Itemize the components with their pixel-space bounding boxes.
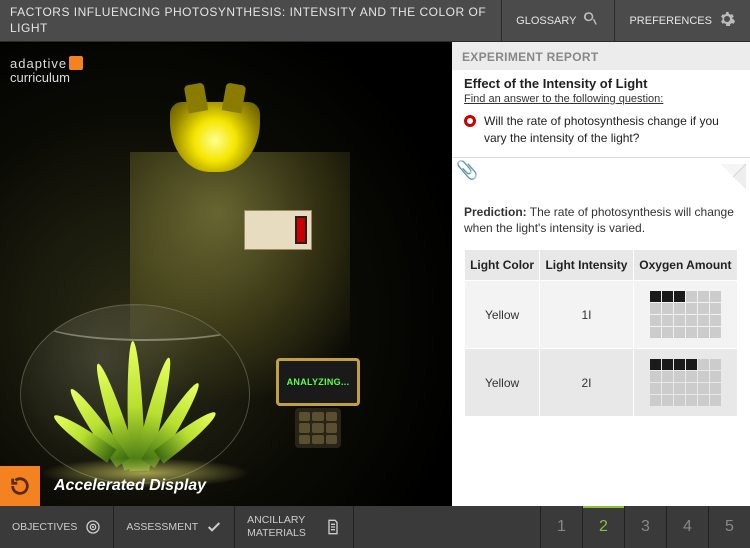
target-icon: [85, 519, 101, 535]
document-icon: [325, 519, 341, 535]
oxygen-grid: [638, 359, 733, 406]
assessment-button[interactable]: ASSESSMENT: [114, 506, 235, 548]
col-light-color: Light Color: [465, 250, 540, 281]
cell-light-color: Yellow: [465, 281, 540, 349]
reload-icon: [9, 475, 31, 497]
logo-line2: curriculum: [10, 71, 83, 85]
question-text: Will the rate of photosynthesis change i…: [484, 113, 738, 147]
main-area: adaptive curriculum 1: [0, 42, 750, 506]
objectives-button[interactable]: OBJECTIVES: [0, 506, 114, 548]
page-nav: 12345: [540, 506, 750, 548]
gear-icon: [718, 10, 736, 31]
analyzer-device: ANALYZING...: [276, 358, 360, 450]
footer-spacer: [354, 506, 540, 548]
check-icon: [206, 519, 222, 535]
cell-light-intensity: 2I: [540, 349, 634, 417]
brand-logo: adaptive curriculum: [10, 56, 83, 86]
table-header-row: Light Color Light Intensity Oxygen Amoun…: [465, 250, 738, 281]
logo-line1: adaptive: [10, 56, 67, 71]
glossary-label: GLOSSARY: [516, 15, 576, 27]
report-paper: 📎 Prediction: The rate of photosynthesis…: [452, 158, 750, 506]
accelerated-label: Accelerated Display: [54, 477, 206, 495]
report-header: EXPERIMENT REPORT: [452, 42, 750, 70]
wall-panel: 1: [244, 210, 312, 250]
experiment-scene: adaptive curriculum 1: [0, 42, 452, 506]
cell-oxygen-amount: [633, 281, 737, 349]
page-title: FACTORS INFLUENCING PHOTOSYNTHESIS: INTE…: [0, 1, 501, 40]
preferences-label: PREFERENCES: [629, 15, 712, 27]
find-answer-link[interactable]: Find an answer to the following question…: [464, 93, 663, 105]
table-body: Yellow1IYellow2I: [465, 281, 738, 417]
question-row: Will the rate of photosynthesis change i…: [464, 113, 738, 147]
page-cell-4[interactable]: 4: [666, 506, 708, 548]
logo-badge-icon: [69, 56, 83, 70]
device-status-text: ANALYZING...: [287, 377, 350, 387]
report-intro: Effect of the Intensity of Light Find an…: [452, 70, 750, 158]
preferences-button[interactable]: PREFERENCES: [614, 0, 750, 41]
device-keypad: [295, 408, 341, 448]
reload-button[interactable]: [0, 466, 40, 506]
app-root: FACTORS INFLUENCING PHOTOSYNTHESIS: INTE…: [0, 0, 750, 548]
ancillary-button[interactable]: ANCILLARY MATERIALS: [235, 506, 354, 548]
prediction-label: Prediction:: [464, 205, 527, 219]
ancillary-label: ANCILLARY MATERIALS: [247, 514, 317, 539]
objectives-label: OBJECTIVES: [12, 521, 77, 533]
page-cell-2[interactable]: 2: [582, 506, 624, 548]
glossary-icon: [582, 10, 600, 31]
bowl-glass: [20, 304, 250, 484]
fish-bowl: [10, 284, 260, 484]
cell-oxygen-amount: [633, 349, 737, 417]
page-fold-icon: [720, 164, 746, 190]
panel-indicator: [295, 216, 307, 244]
assessment-label: ASSESSMENT: [126, 521, 198, 533]
prediction-paragraph: Prediction: The rate of photosynthesis w…: [464, 204, 738, 238]
col-oxygen-amount: Oxygen Amount: [633, 250, 737, 281]
cell-light-color: Yellow: [465, 349, 540, 417]
footer-bar: OBJECTIVES ASSESSMENT ANCILLARY MATERIAL…: [0, 506, 750, 548]
question-bullet-icon: [464, 115, 476, 127]
cell-light-intensity: 1I: [540, 281, 634, 349]
page-cell-1[interactable]: 1: [540, 506, 582, 548]
report-panel: EXPERIMENT REPORT Effect of the Intensit…: [452, 42, 750, 506]
col-light-intensity: Light Intensity: [540, 250, 634, 281]
aquatic-plant: [65, 331, 205, 471]
header-bar: FACTORS INFLUENCING PHOTOSYNTHESIS: INTE…: [0, 0, 750, 42]
device-screen: ANALYZING...: [276, 358, 360, 406]
table-row: Yellow1I: [465, 281, 738, 349]
data-table: Light Color Light Intensity Oxygen Amoun…: [464, 249, 738, 417]
glossary-button[interactable]: GLOSSARY: [501, 0, 614, 41]
oxygen-grid: [638, 291, 733, 338]
stage-lamp: [170, 102, 270, 202]
accelerated-bar: Accelerated Display: [0, 466, 452, 506]
table-row: Yellow2I: [465, 349, 738, 417]
page-cell-3[interactable]: 3: [624, 506, 666, 548]
effect-title: Effect of the Intensity of Light: [464, 76, 738, 91]
paperclip-icon: 📎: [456, 160, 478, 181]
page-cell-5[interactable]: 5: [708, 506, 750, 548]
